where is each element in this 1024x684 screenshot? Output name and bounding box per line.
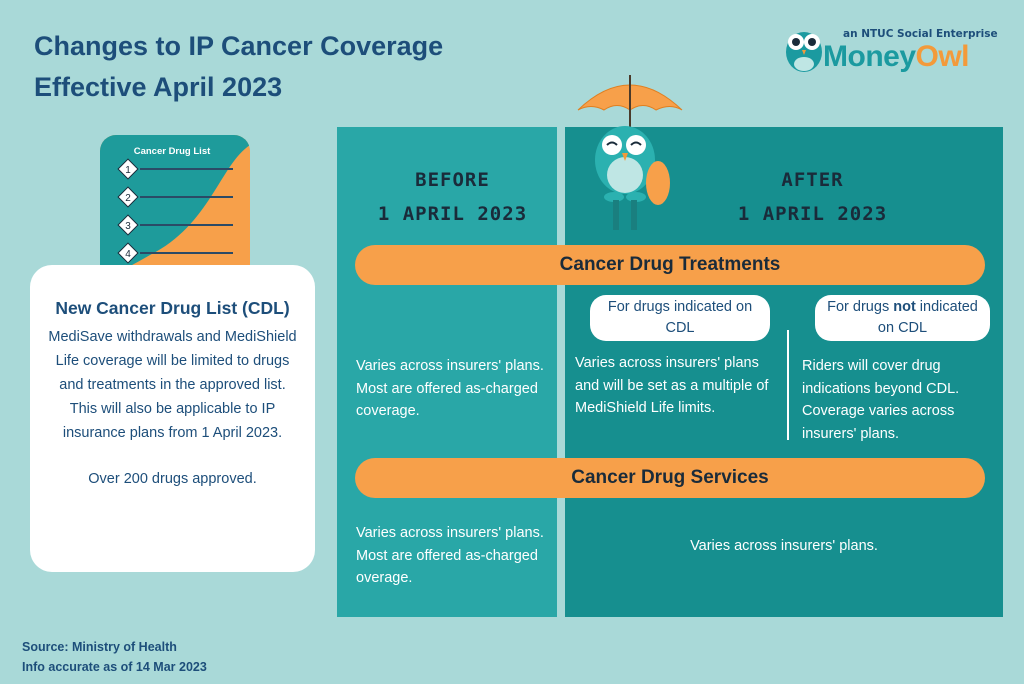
cdl-item-number: 2 bbox=[125, 193, 131, 204]
card-note: Over 200 drugs approved. bbox=[88, 471, 257, 487]
brand: MoneyOwl bbox=[823, 40, 970, 74]
after-text: Varies across insurers' plans. bbox=[690, 538, 878, 554]
title: Changes to IP Cancer Coverage Effective … bbox=[34, 26, 443, 108]
heading-line: BEFORE bbox=[415, 169, 490, 191]
cdl-pill: For drugs indicated on CDL bbox=[590, 295, 770, 341]
brand-part: Owl bbox=[915, 40, 970, 73]
pill-emphasis: not bbox=[893, 299, 916, 315]
heading-line: 1 APRIL 2023 bbox=[377, 203, 528, 225]
pill-text: For drugs bbox=[827, 299, 894, 315]
after-non-cdl-text: Riders will cover drug indications beyon… bbox=[802, 358, 960, 442]
title-line: Effective April 2023 bbox=[34, 72, 283, 102]
cdl-card: New Cancer Drug List (CDL) MediSave with… bbox=[30, 265, 315, 572]
section-bar: Cancer Drug Treatments bbox=[355, 245, 985, 285]
card-title: New Cancer Drug List (CDL) bbox=[55, 298, 290, 318]
after-cdl-text: Varies across insurers' plans and will b… bbox=[575, 355, 769, 416]
cdl-icon: Cancer Drug List 1 2 3 4 bbox=[100, 135, 250, 285]
after-column bbox=[565, 127, 1003, 617]
cdl-icon-title: Cancer Drug List bbox=[134, 146, 211, 157]
before-text: Varies across insurers' plans. Most are … bbox=[356, 525, 544, 586]
cdl-item-number: 1 bbox=[125, 165, 131, 176]
card-paragraph: This will also be applicable to IP insur… bbox=[62, 401, 283, 441]
non-cdl-pill: For drugs not indicated on CDL bbox=[815, 295, 990, 341]
after-heading: AFTER 1 APRIL 2023 bbox=[725, 163, 900, 231]
title-line: Changes to IP Cancer Coverage bbox=[34, 31, 444, 61]
before-text: Varies across insurers' plans. Most are … bbox=[356, 358, 544, 419]
divider bbox=[787, 330, 789, 440]
cdl-item-number: 3 bbox=[125, 221, 131, 232]
section-bar: Cancer Drug Services bbox=[355, 458, 985, 498]
tagline: an NTUC Social Enterprise bbox=[843, 28, 998, 40]
owl-logo bbox=[786, 32, 822, 72]
accuracy-note: Info accurate as of 14 Mar 2023 bbox=[22, 660, 207, 674]
pill-text: indicated on CDL bbox=[877, 299, 978, 336]
source: Source: Ministry of Health bbox=[22, 640, 177, 654]
heading-line: 1 APRIL 2023 bbox=[737, 203, 888, 225]
owl-illustration bbox=[577, 75, 683, 230]
card-paragraph: MediSave withdrawals and MediShield Life… bbox=[48, 329, 297, 393]
heading-line: AFTER bbox=[781, 169, 844, 191]
cdl-item-number: 4 bbox=[125, 249, 131, 260]
before-column bbox=[337, 127, 557, 617]
before-heading: BEFORE 1 APRIL 2023 bbox=[370, 163, 535, 231]
brand-part: Money bbox=[823, 40, 916, 73]
